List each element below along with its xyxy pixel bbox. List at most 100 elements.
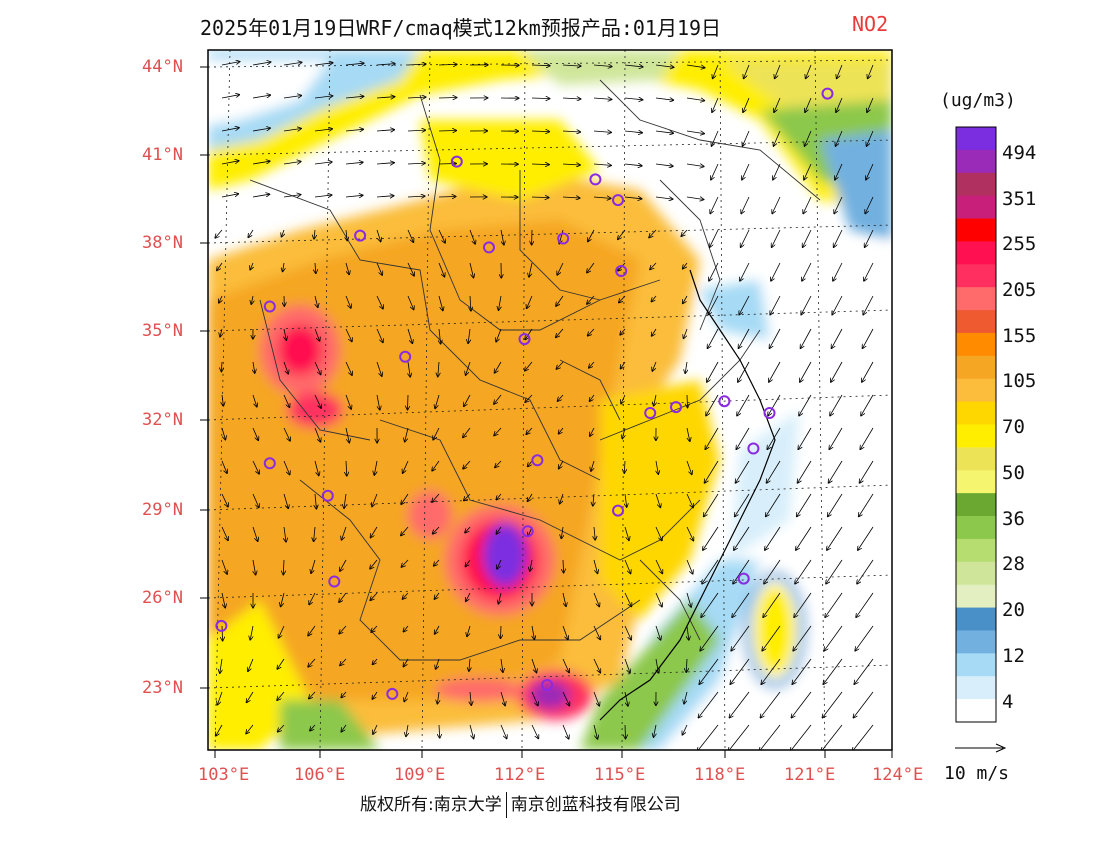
wind-arrow bbox=[804, 163, 812, 180]
wind-arrow bbox=[403, 625, 409, 632]
wind-arrow bbox=[346, 460, 347, 476]
wind-arrow bbox=[759, 724, 781, 750]
wind-arrow bbox=[624, 559, 631, 574]
wind-arrow bbox=[865, 229, 874, 247]
wind-arrow bbox=[831, 361, 843, 382]
station-marker bbox=[589, 173, 602, 186]
wind-arrow bbox=[531, 691, 538, 706]
wind-arrow bbox=[432, 460, 440, 471]
station-markers bbox=[215, 87, 834, 700]
wind-arrow bbox=[561, 526, 563, 538]
wind-arrow bbox=[710, 196, 719, 214]
wind-arrow bbox=[732, 592, 750, 617]
wind-arrow bbox=[866, 163, 874, 180]
wind-arrow bbox=[681, 229, 688, 236]
wind-arrow bbox=[469, 262, 474, 278]
wind-arrow bbox=[501, 658, 503, 672]
wind-arrow bbox=[374, 460, 377, 475]
wind-arrow bbox=[624, 691, 628, 706]
wind-arrow bbox=[766, 493, 781, 517]
wind-arrow bbox=[701, 592, 719, 617]
wind-arrow bbox=[342, 526, 347, 540]
wind-arrow bbox=[372, 691, 378, 699]
wind-arrow bbox=[314, 460, 319, 476]
wind-arrow bbox=[867, 130, 874, 146]
wind-arrow bbox=[252, 194, 270, 198]
wind-arrow bbox=[438, 98, 457, 99]
wind-arrow bbox=[531, 131, 549, 132]
wind-arrow bbox=[253, 361, 255, 373]
wind-arrow bbox=[710, 229, 719, 247]
colorbar-swatch bbox=[956, 127, 996, 151]
wind-arrow bbox=[655, 164, 673, 166]
wind-arrow bbox=[591, 460, 595, 471]
wind-arrow bbox=[736, 460, 750, 483]
wind-arrow bbox=[760, 691, 781, 718]
wind-arrow bbox=[222, 625, 223, 641]
colorbar-swatch bbox=[956, 401, 996, 425]
wind-arrow bbox=[593, 625, 600, 640]
wind-arrow bbox=[826, 559, 843, 584]
wind-arrow bbox=[741, 196, 750, 214]
wind-arrow bbox=[686, 493, 693, 508]
wind-arrow bbox=[735, 493, 750, 517]
wind-arrow bbox=[806, 64, 812, 78]
wind-arrow bbox=[712, 97, 719, 112]
wind-arrow bbox=[704, 493, 719, 517]
wind-arrow bbox=[531, 197, 549, 198]
wind-arrow bbox=[797, 493, 812, 517]
wind-arrow bbox=[791, 691, 812, 718]
wind-arrow bbox=[345, 195, 363, 197]
lon-label: 121°E bbox=[784, 765, 836, 785]
wind-arrow bbox=[376, 64, 395, 65]
wind-arrow bbox=[593, 724, 598, 739]
concentration-field bbox=[208, 50, 892, 750]
wind-arrow bbox=[865, 196, 874, 214]
wind-arrow bbox=[407, 163, 425, 164]
wind-arrow bbox=[619, 295, 626, 303]
colorbar-frame bbox=[955, 126, 997, 723]
wind-arrow bbox=[468, 328, 470, 343]
wind-arrow bbox=[795, 559, 812, 584]
wind-arrow bbox=[593, 98, 612, 99]
wind-arrow bbox=[370, 559, 378, 569]
province-borders bbox=[249, 79, 821, 661]
wind-arrow bbox=[859, 493, 874, 517]
wind-arrow bbox=[525, 361, 533, 371]
wind-arrow bbox=[247, 691, 254, 702]
wind-arrow bbox=[686, 658, 687, 672]
wind-arrow bbox=[624, 164, 642, 166]
wind-arrow bbox=[624, 625, 631, 640]
wind-arrow bbox=[794, 592, 812, 617]
wind-arrow bbox=[655, 65, 674, 67]
wind-arrow bbox=[345, 295, 351, 308]
colorbar-label: 20 bbox=[1002, 599, 1025, 621]
axis-ticks bbox=[200, 66, 893, 758]
wind-arrow bbox=[705, 460, 719, 483]
wind-arrow bbox=[438, 131, 456, 132]
wind-arrow bbox=[252, 460, 259, 474]
wind-arrow bbox=[221, 592, 225, 608]
wind-arrow bbox=[593, 658, 600, 673]
wind-arrow bbox=[837, 64, 843, 78]
wind-arrow bbox=[854, 658, 874, 684]
wind-arrow bbox=[432, 493, 440, 502]
wind-arrow bbox=[593, 559, 598, 573]
wind-arrow bbox=[404, 691, 409, 702]
wind-arrow bbox=[221, 460, 227, 473]
station-marker bbox=[670, 401, 682, 414]
wind-arrow bbox=[470, 295, 471, 311]
wind-arrow bbox=[713, 64, 719, 78]
wind-arrow bbox=[531, 98, 550, 99]
wind-arrow bbox=[771, 262, 781, 281]
wind-arrow bbox=[376, 163, 394, 164]
wind-arrow bbox=[684, 328, 688, 338]
wind-arrow bbox=[556, 328, 564, 337]
wind-arrow bbox=[860, 460, 874, 483]
wind-arrow bbox=[683, 262, 688, 269]
wind-arrow bbox=[531, 164, 549, 165]
wind-arrow bbox=[528, 493, 533, 501]
lat-label: 41°N bbox=[142, 145, 183, 165]
wind-arrow bbox=[655, 559, 662, 574]
wind-arrow bbox=[407, 262, 414, 276]
